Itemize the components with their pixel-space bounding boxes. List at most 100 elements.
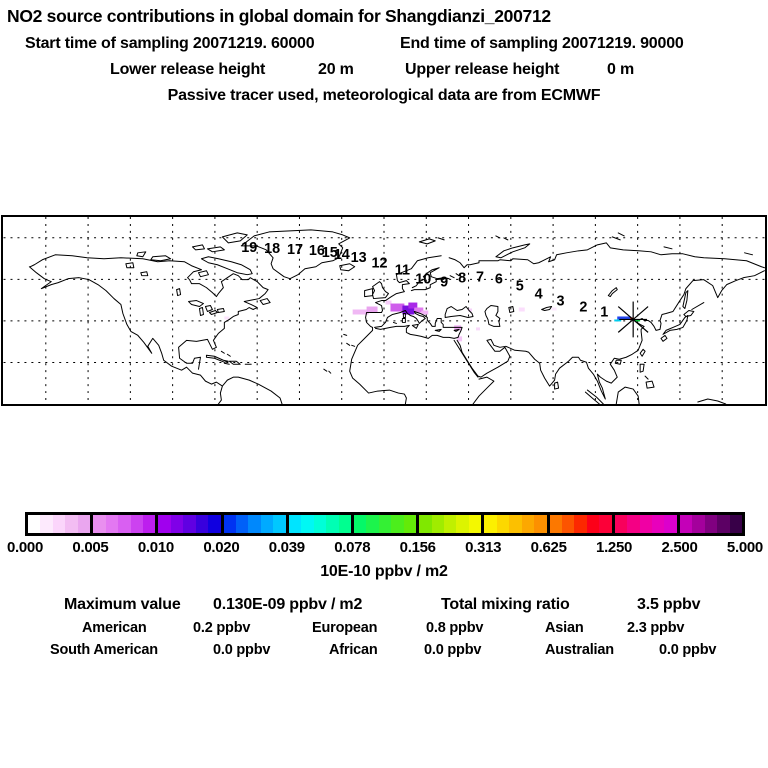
plume-patch (352, 309, 369, 315)
colorbar-tick-label: 0.010 (137, 539, 174, 556)
colorbar-cell (183, 515, 196, 533)
region-label-australian: Australian (545, 642, 614, 658)
colorbar-cell (444, 515, 457, 533)
colorbar-cell (378, 515, 392, 533)
colorbar-segment (353, 515, 420, 533)
lower-release-value: 20 m (318, 61, 354, 78)
upper-release-value: 0 m (607, 61, 634, 78)
colorbar-cell (664, 515, 677, 533)
colorbar-cell (431, 515, 444, 533)
trajectory-hour-label: 4 (535, 287, 543, 303)
map-gridlines (3, 217, 765, 404)
colorbar-segment (679, 515, 743, 533)
colorbar-cell (639, 515, 652, 533)
colorbar-tick-label: 0.078 (334, 539, 371, 556)
trajectory-hour-label: 2 (579, 299, 587, 315)
region-label-south-american: South American (50, 642, 158, 658)
total-mixing-ratio-value: 3.5 ppbv (637, 596, 701, 613)
trajectory-hour-label: 9 (440, 275, 448, 291)
colorbar-tick-label: 0.000 (6, 539, 44, 556)
colorbar-cell (288, 515, 302, 533)
colorbar-cell (142, 515, 156, 533)
trajectory-hour-label: 1 (600, 304, 608, 320)
plume-patch (518, 307, 525, 312)
colorbar-segment (93, 515, 159, 533)
colorbar-segment (419, 515, 485, 533)
trajectory-hour-label: 17 (287, 242, 303, 258)
colorbar-tick-label: 0.039 (268, 539, 305, 556)
colorbar-cell (484, 515, 497, 533)
colorbar-cell (248, 515, 261, 533)
upper-release-label: Upper release height (405, 61, 560, 78)
colorbar-cell (130, 515, 143, 533)
region-value-african: 0.0 ppbv (424, 642, 482, 658)
colorbar-cell (509, 515, 522, 533)
colorbar-cell (561, 515, 575, 533)
colorbar-cell (534, 515, 547, 533)
trajectory-hour-label: 11 (395, 263, 410, 279)
plume-patch (390, 303, 405, 312)
colorbar-segment (28, 515, 94, 533)
plume-patch (468, 308, 473, 312)
colorbar-cell (468, 515, 482, 533)
plume-patch (224, 316, 230, 320)
colorbar-cell (195, 515, 209, 533)
plume-patch (408, 302, 418, 309)
end-time-text: End time of sampling 20071219. 90000 (400, 35, 684, 52)
colorbar-cell (313, 515, 327, 533)
trajectory-hour-label: 5 (516, 279, 524, 295)
colorbar-cell (496, 515, 510, 533)
colorbar-cell (93, 515, 106, 533)
plume-patch (385, 300, 392, 305)
colorbar-tick-label: 0.020 (203, 539, 240, 556)
receptor-mark (634, 319, 641, 322)
colorbar-cell (28, 515, 41, 533)
colorbar-cell (223, 515, 236, 533)
colorbar-segment (223, 515, 289, 533)
trajectory-hour-label: 6 (495, 272, 503, 288)
region-value-south-american: 0.0 ppbv (213, 642, 271, 658)
colorbar-tick-label: 0.625 (530, 539, 567, 556)
total-mixing-ratio-label: Total mixing ratio (441, 596, 570, 613)
colorbar-cell (549, 515, 562, 533)
colorbar-segment (549, 515, 615, 533)
colorbar-cell (236, 515, 249, 533)
colorbar-cell (403, 515, 417, 533)
colorbar (25, 512, 745, 536)
colorbar-cell (353, 515, 367, 533)
plume-patches (224, 300, 557, 342)
plume-patch (414, 307, 424, 313)
trajectory-hour-label: 10 (415, 272, 431, 288)
plume-patch (457, 336, 463, 342)
region-label-european: European (312, 620, 378, 636)
plume-patch (551, 307, 557, 311)
trajectory-hour-label: 8 (458, 271, 466, 287)
trajectory-hour-label: 7 (476, 270, 484, 286)
trajectory-hour-label: 19 (241, 240, 257, 256)
colorbar-segment (158, 515, 224, 533)
plume-patch (476, 327, 480, 331)
region-value-australian: 0.0 ppbv (659, 642, 717, 658)
colorbar-cell (260, 515, 274, 533)
region-label-asian: Asian (545, 620, 584, 636)
region-label-african: African (329, 642, 378, 658)
colorbar-cell (77, 515, 91, 533)
colorbar-cell (599, 515, 612, 533)
region-value-asian: 2.3 ppbv (627, 620, 685, 636)
page-title: NO2 source contributions in global domai… (7, 6, 551, 26)
coastlines (28, 229, 765, 404)
start-time-text: Start time of sampling 20071219. 60000 (25, 35, 315, 52)
colorbar-segment (288, 515, 354, 533)
colorbar-cell (627, 515, 640, 533)
colorbar-cell (391, 515, 404, 533)
receptor-mark (614, 319, 622, 322)
colorbar-cell (521, 515, 535, 533)
colorbar-cell (692, 515, 705, 533)
colorbar-tick-label: 5.000 (726, 539, 763, 556)
colorbar-cell (158, 515, 171, 533)
colorbar-tick-label: 2.500 (661, 539, 698, 556)
colorbar-cell (574, 515, 587, 533)
colorbar-cell (586, 515, 600, 533)
